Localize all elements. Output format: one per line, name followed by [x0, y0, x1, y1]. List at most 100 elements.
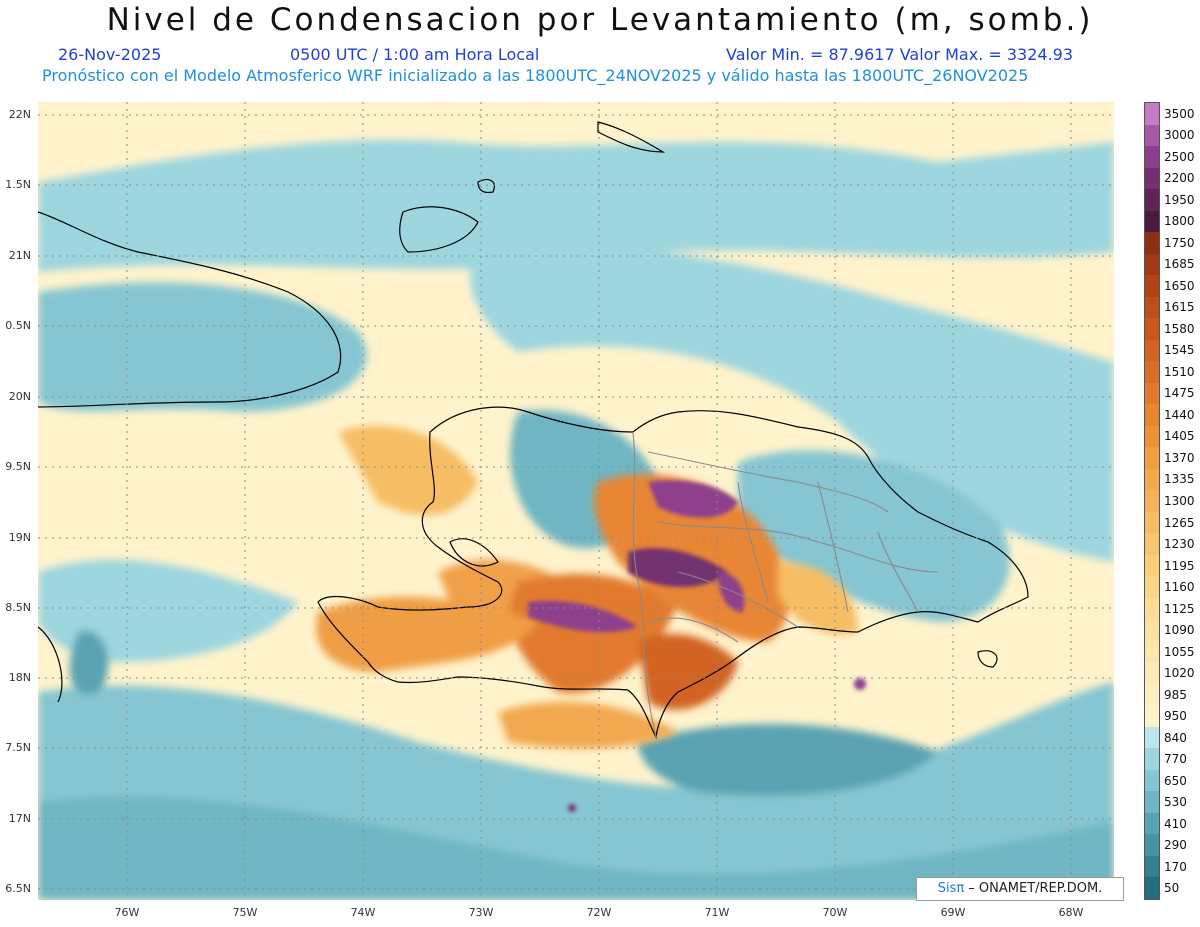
forecast-note: Pronóstico con el Modelo Atmosferico WRF… — [42, 66, 1029, 85]
colorbar-tick-label: 1615 — [1164, 300, 1195, 315]
colorbar-tick-label: 1125 — [1164, 601, 1195, 616]
colorbar-swatch — [1145, 189, 1159, 211]
colorbar-tick-label: 1475 — [1164, 386, 1195, 401]
lon-label: 73W — [468, 906, 494, 919]
province-borders — [632, 431, 939, 738]
colorbar-swatch — [1145, 468, 1159, 490]
colorbar-tick-label: 1160 — [1164, 580, 1195, 595]
bahamas-island-coast — [399, 206, 479, 253]
colorbar-tick-label: 1750 — [1164, 235, 1195, 250]
colorbar-swatch — [1145, 554, 1159, 576]
map-title: Nivel de Condensacion por Levantamiento … — [106, 2, 1094, 38]
colorbar-tick-label: 985 — [1164, 687, 1187, 702]
saona-island-coast — [977, 650, 998, 668]
lon-label: 75W — [232, 906, 258, 919]
jamaica-coast — [38, 626, 63, 703]
colorbar-tick-label: 1950 — [1164, 192, 1195, 207]
colorbar-swatch — [1145, 124, 1159, 146]
colorbar — [1144, 102, 1160, 900]
colorbar-tick-label: 1405 — [1164, 429, 1195, 444]
colorbar-tick-label: 1335 — [1164, 472, 1195, 487]
colorbar-swatch — [1145, 210, 1159, 232]
colorbar-tick-label: 1440 — [1164, 407, 1195, 422]
lon-label: 72W — [586, 906, 612, 919]
colorbar-tick-label: 3500 — [1164, 106, 1195, 121]
colorbar-swatch — [1145, 705, 1159, 727]
colorbar-swatch — [1145, 748, 1159, 770]
colorbar-tick-label: 3000 — [1164, 128, 1195, 143]
colorbar-swatch — [1145, 619, 1159, 641]
colorbar-tick-label: 1510 — [1164, 364, 1195, 379]
colorbar-swatch — [1145, 533, 1159, 555]
colorbar-swatch — [1145, 253, 1159, 275]
colorbar-swatch — [1145, 812, 1159, 834]
credit-logo: Sisπ – ONAMET/REP.DOM. — [916, 877, 1124, 901]
lon-label: 68W — [1058, 906, 1084, 919]
lat-label: 7.5N — [5, 741, 31, 754]
colorbar-tick-label: 1545 — [1164, 343, 1195, 358]
colorbar-swatch — [1145, 318, 1159, 340]
colorbar-swatch — [1145, 640, 1159, 662]
minmax-label: Valor Min. = 87.9617 Valor Max. = 3324.9… — [726, 45, 1074, 64]
colorbar-swatch — [1145, 296, 1159, 318]
colorbar-tick-label: 50 — [1164, 881, 1180, 896]
colorbar-swatch — [1145, 576, 1159, 598]
colorbar-swatch — [1145, 232, 1159, 254]
lat-label: 18N — [8, 671, 31, 684]
colorbar-tick-label: 2500 — [1164, 149, 1195, 164]
colorbar-tick-label: 1685 — [1164, 257, 1195, 272]
bahamas-islet-coast — [477, 179, 495, 194]
lat-label: 19N — [8, 531, 31, 544]
credit-text: – ONAMET/REP.DOM. — [964, 881, 1103, 896]
lon-label: 70W — [822, 906, 848, 919]
lat-label: 9.5N — [5, 460, 31, 473]
lat-label: 22N — [8, 108, 31, 121]
colorbar-swatch — [1145, 425, 1159, 447]
colorbar-swatch — [1145, 662, 1159, 684]
colorbar-tick-label: 650 — [1164, 773, 1187, 788]
lat-label: 20N — [8, 390, 31, 403]
colorbar-swatch — [1145, 339, 1159, 361]
colorbar-swatch — [1145, 834, 1159, 856]
colorbar-tick-label: 1650 — [1164, 278, 1195, 293]
colorbar-tick-label: 840 — [1164, 730, 1187, 745]
lat-label: 21N — [8, 249, 31, 262]
lat-label: 6.5N — [5, 882, 31, 895]
shading-low-lcl — [38, 140, 1114, 900]
colorbar-tick-label: 290 — [1164, 838, 1187, 853]
lon-label: 71W — [704, 906, 730, 919]
gonave-island-coast — [449, 538, 499, 567]
colorbar-swatch — [1145, 791, 1159, 813]
hispaniola-coast — [317, 406, 1029, 739]
colorbar-swatch — [1145, 382, 1159, 404]
colorbar-swatch — [1145, 726, 1159, 748]
colorbar-tick-label: 1090 — [1164, 623, 1195, 638]
colorbar-swatch — [1145, 447, 1159, 469]
colorbar-tick-label: 170 — [1164, 859, 1187, 874]
colorbar-swatch — [1145, 683, 1159, 705]
colorbar-swatch — [1145, 855, 1159, 877]
colorbar-tick-label: 2200 — [1164, 171, 1195, 186]
colorbar-swatch — [1145, 404, 1159, 426]
lcl-map-svg — [38, 102, 1114, 900]
colorbar-tick-label: 1300 — [1164, 494, 1195, 508]
colorbar-swatch — [1145, 511, 1159, 533]
colorbar-tick-label: 1020 — [1164, 666, 1195, 681]
colorbar-tick-label: 530 — [1164, 795, 1187, 810]
colorbar-tick-label: 770 — [1164, 752, 1187, 767]
lat-label: 8.5N — [5, 601, 31, 614]
lat-label: 1.5N — [5, 178, 31, 191]
colorbar-tick-label: 1800 — [1164, 214, 1195, 229]
colorbar-swatch — [1145, 167, 1159, 189]
colorbar-tick-label: 1230 — [1164, 537, 1195, 552]
colorbar-tick-label: 1265 — [1164, 515, 1195, 530]
date-label: 26-Nov-2025 — [58, 45, 162, 64]
colorbar-swatch — [1145, 146, 1159, 168]
colorbar-tick-label: 1195 — [1164, 558, 1195, 573]
colorbar-swatch — [1145, 103, 1159, 125]
shading-peak-lcl — [528, 480, 866, 812]
time-label: 0500 UTC / 1:00 am Hora Local — [290, 45, 540, 64]
colorbar-tick-label: 410 — [1164, 816, 1187, 831]
colorbar-tick-label: 1370 — [1164, 450, 1195, 465]
lon-label: 74W — [350, 906, 376, 919]
